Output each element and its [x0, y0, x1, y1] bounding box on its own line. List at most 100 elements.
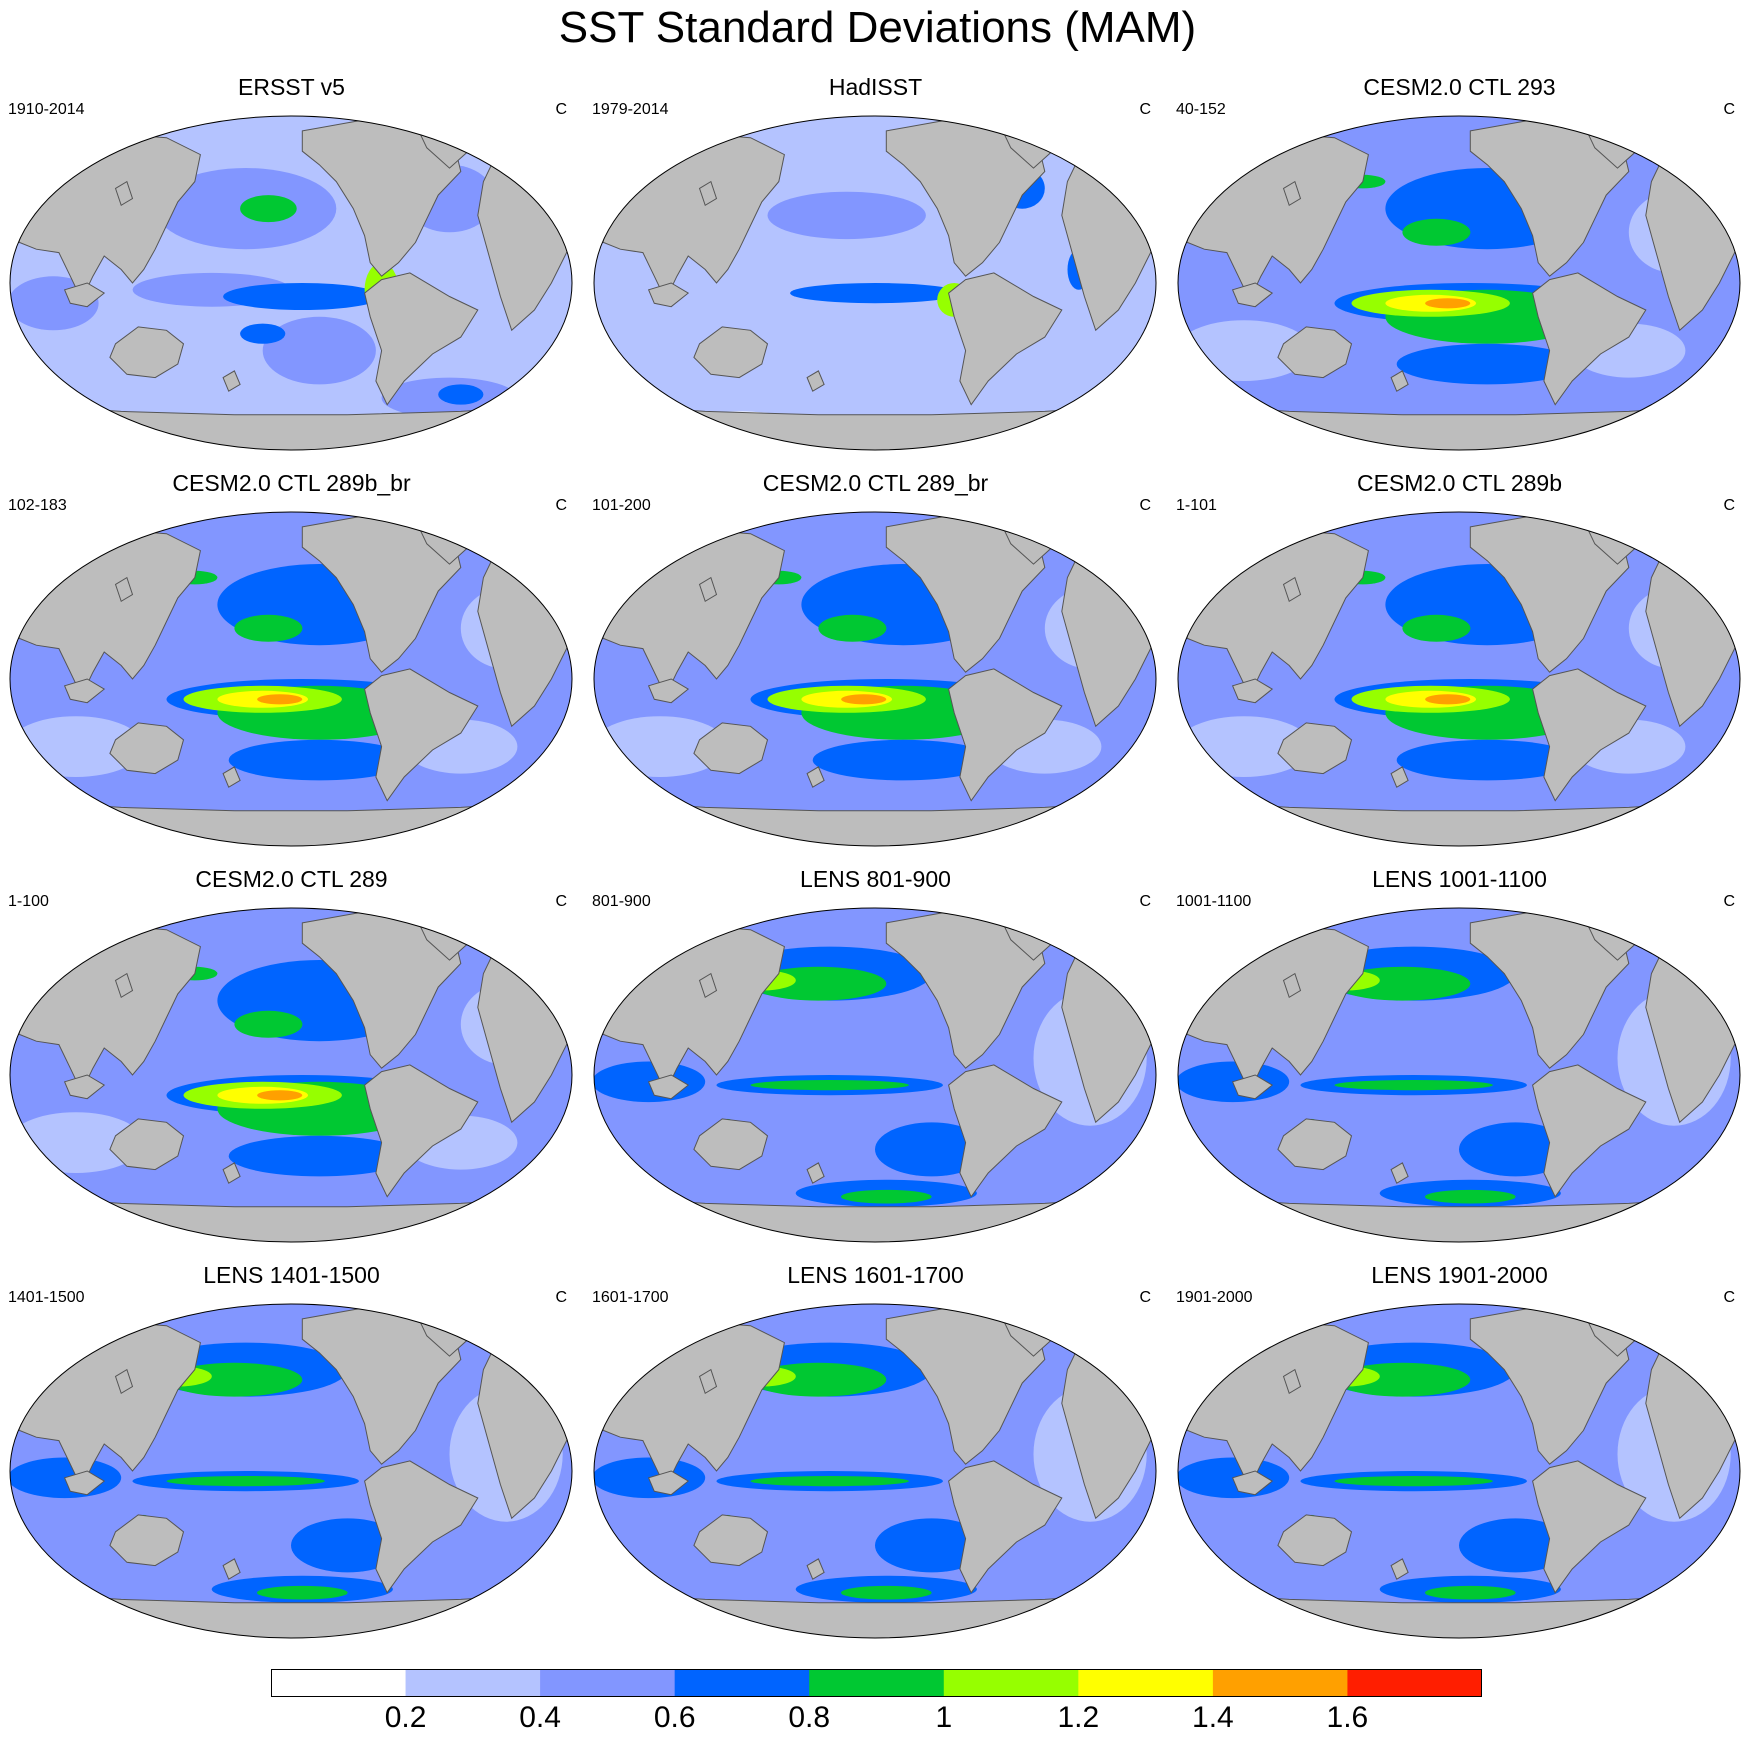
map-panel: LENS 1401-1500 1401-1500 C — [0, 1262, 583, 1648]
sst-contour — [240, 323, 286, 344]
sst-contour — [438, 384, 484, 405]
land-southamerica — [948, 668, 1063, 802]
colorbar-swatch — [1078, 1669, 1214, 1697]
land-japan — [114, 972, 134, 999]
land-japan — [1282, 1368, 1302, 1395]
sst-contour — [228, 1135, 410, 1177]
map-border — [593, 115, 1157, 451]
land-southamerica — [1532, 1064, 1647, 1198]
land-newzealand — [806, 766, 825, 788]
land-australia — [1277, 326, 1353, 379]
panel-title: LENS 1001-1100 — [1372, 866, 1547, 892]
land-madagascar — [1146, 329, 1156, 359]
land-southamerica — [364, 272, 479, 406]
panel-period: 101-200 — [592, 497, 651, 514]
map-panel: CESM2.0 CTL 289_br 101-200 C — [584, 470, 1167, 856]
panel-period: 102-183 — [8, 497, 67, 514]
colorbar-swatch — [271, 1669, 407, 1697]
sst-contour — [1425, 298, 1471, 309]
sst-contour — [223, 283, 382, 310]
map-panel: ERSST v5 1910-2014 C — [0, 74, 583, 460]
world-map — [1177, 1303, 1741, 1639]
world-map — [9, 511, 573, 847]
land-southamerica — [364, 1460, 479, 1594]
land-southamerica — [364, 1064, 479, 1198]
land-madagascar — [1730, 1121, 1740, 1151]
land-newzealand — [1390, 1558, 1409, 1580]
world-map — [9, 115, 573, 451]
sst-contour — [1459, 1518, 1573, 1573]
land-japan — [1282, 180, 1302, 207]
map-border — [1177, 511, 1741, 847]
panel-units: C — [1723, 497, 1735, 514]
land-southamerica — [364, 668, 479, 802]
land-australia — [1277, 722, 1353, 775]
panel-period: 1001-1100 — [1176, 893, 1252, 910]
land-australia — [1277, 1514, 1353, 1567]
map-border — [1177, 115, 1741, 451]
land-indonesia — [63, 1074, 106, 1100]
land-madagascar — [1730, 1517, 1740, 1547]
map-panel: LENS 1901-2000 1901-2000 C — [1168, 1262, 1751, 1648]
land-indonesia — [63, 1470, 106, 1496]
sst-contour — [767, 191, 926, 240]
panel-title: CESM2.0 CTL 289b_br — [172, 470, 411, 496]
figure-title: SST Standard Deviations (MAM) — [558, 3, 1197, 52]
world-map — [1177, 907, 1741, 1243]
colorbar-swatch — [674, 1669, 810, 1697]
panel-period: 1901-2000 — [1176, 1289, 1253, 1306]
sst-contour — [240, 195, 297, 223]
sst-contour — [818, 614, 887, 642]
land-indonesia — [647, 282, 690, 308]
panel-title: CESM2.0 CTL 289 — [195, 866, 388, 892]
world-map — [593, 907, 1157, 1243]
land-madagascar — [1730, 329, 1740, 359]
world-map — [593, 115, 1157, 451]
sst-contour — [234, 614, 303, 642]
sst-contour — [875, 1518, 989, 1573]
land-australia — [109, 326, 185, 379]
map-border — [1177, 907, 1741, 1243]
world-map — [9, 907, 573, 1243]
panel-units: C — [555, 1289, 567, 1306]
colorbar-tick-label: 1 — [935, 1701, 953, 1734]
land-madagascar — [1146, 1121, 1156, 1151]
colorbar-swatch — [809, 1669, 945, 1697]
panel-title: CESM2.0 CTL 289b — [1357, 470, 1562, 496]
panel-title: HadISST — [828, 74, 923, 100]
panel-units: C — [1723, 1289, 1735, 1306]
land-japan — [698, 1368, 718, 1395]
map-panel: LENS 1001-1100 1001-1100 C — [1168, 866, 1751, 1252]
land-newzealand — [222, 1558, 241, 1580]
colorbar — [271, 1669, 1482, 1697]
land-madagascar — [562, 1121, 572, 1151]
panel-title: CESM2.0 CTL 289_br — [762, 470, 989, 496]
panel-units: C — [555, 893, 567, 910]
sst-contour — [750, 1080, 909, 1091]
panel-units: C — [555, 497, 567, 514]
colorbar-tick-label: 0.2 — [384, 1701, 427, 1734]
land-newzealand — [806, 1162, 825, 1184]
panel-units: C — [1723, 893, 1735, 910]
sst-contour — [875, 1122, 989, 1177]
land-newzealand — [806, 1558, 825, 1580]
sst-contour — [257, 1585, 348, 1600]
sst-contour — [257, 1090, 303, 1101]
colorbar-frame — [271, 1669, 1482, 1697]
map-border — [9, 1303, 573, 1639]
sst-contour — [812, 739, 994, 781]
sst-contour — [234, 1010, 303, 1038]
land-madagascar — [562, 725, 572, 755]
map-border — [9, 511, 573, 847]
land-southamerica — [948, 272, 1063, 406]
land-madagascar — [562, 1517, 572, 1547]
colorbar-tick-label: 1.4 — [1192, 1701, 1234, 1734]
sst-contour — [790, 283, 960, 304]
panel-title: LENS 1901-2000 — [1371, 1262, 1548, 1288]
sst-contour — [166, 1476, 325, 1487]
sst-contour — [1425, 694, 1471, 705]
panel-title: LENS 1601-1700 — [787, 1262, 964, 1288]
land-newzealand — [222, 766, 241, 788]
panel-title: CESM2.0 CTL 293 — [1363, 74, 1556, 100]
panel-period: 1979-2014 — [592, 101, 669, 118]
